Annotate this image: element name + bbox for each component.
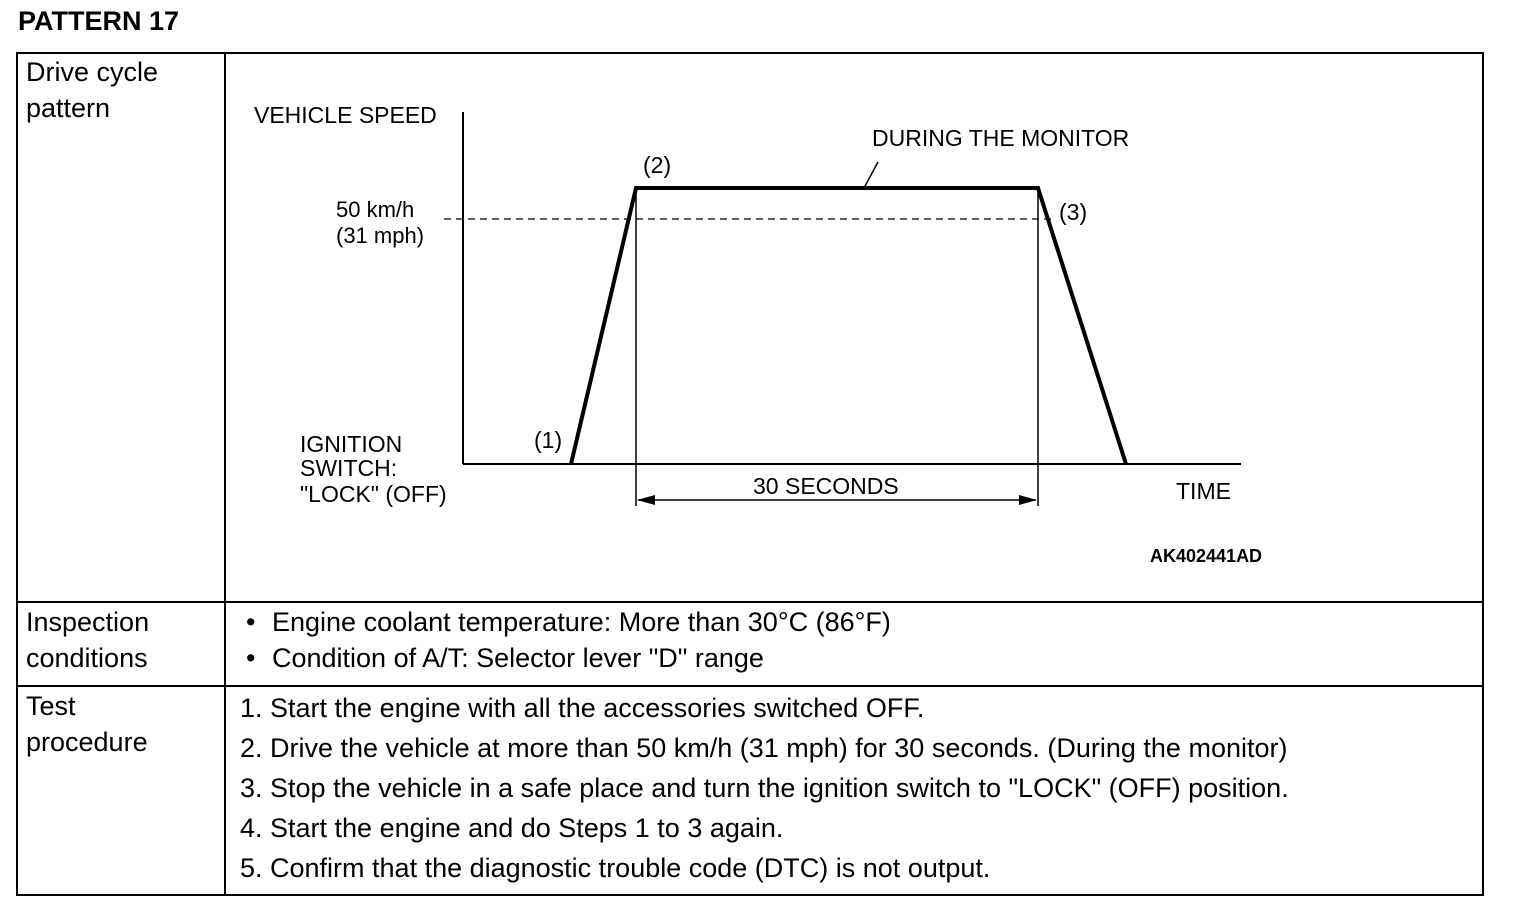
point-1-label: (1) xyxy=(534,427,562,453)
row-divider-2 xyxy=(18,685,1482,687)
ignition-label-line3: "LOCK" (OFF) xyxy=(300,481,447,507)
list-item: 5. Confirm that the diagnostic trouble c… xyxy=(240,853,991,883)
ignition-label-line2: SWITCH: xyxy=(300,455,397,481)
figure-code: AK402441AD xyxy=(1150,546,1262,566)
row-divider-1 xyxy=(18,601,1482,603)
speed-profile-line xyxy=(569,186,1128,465)
monitor-leader-line xyxy=(863,161,879,189)
drive-cycle-label: Drive cycle pattern xyxy=(26,57,159,123)
column-divider xyxy=(224,54,226,894)
drive-cycle-diagram: VEHICLE SPEED DURING THE MONITOR (2) 50 … xyxy=(254,102,1262,566)
page-title: PATTERN 17 xyxy=(18,6,180,36)
list-item: Condition of A/T: Selector lever "D" ran… xyxy=(240,640,891,676)
y-axis-label: VEHICLE SPEED xyxy=(254,102,437,128)
inspection-label: Inspection conditions xyxy=(26,607,150,673)
monitor-label: DURING THE MONITOR xyxy=(872,125,1129,151)
list-item: 3. Stop the vehicle in a safe place and … xyxy=(240,773,1289,803)
list-item: 1. Start the engine with all the accesso… xyxy=(240,693,925,723)
test-procedure: 1. Start the engine with all the accesso… xyxy=(240,688,1289,888)
speed-label-kmh: 50 km/h xyxy=(336,197,414,222)
procedure-label: Test procedure xyxy=(26,691,148,757)
point-3-label: (3) xyxy=(1059,199,1087,225)
list-item: 4. Start the engine and do Steps 1 to 3 … xyxy=(240,813,784,843)
pattern-table: Drive cycle pattern VEHICLE SPEED DURING… xyxy=(16,52,1484,896)
point-2-label: (2) xyxy=(643,152,671,178)
ignition-label-line1: IGNITION xyxy=(300,431,402,457)
list-item: Engine coolant temperature: More than 30… xyxy=(240,604,891,640)
inspection-conditions: Engine coolant temperature: More than 30… xyxy=(240,604,891,676)
x-axis-label: TIME xyxy=(1176,478,1231,504)
list-item: 2. Drive the vehicle at more than 50 km/… xyxy=(240,733,1288,763)
duration-label: 30 SECONDS xyxy=(753,473,899,499)
speed-label-mph: (31 mph) xyxy=(336,223,424,248)
